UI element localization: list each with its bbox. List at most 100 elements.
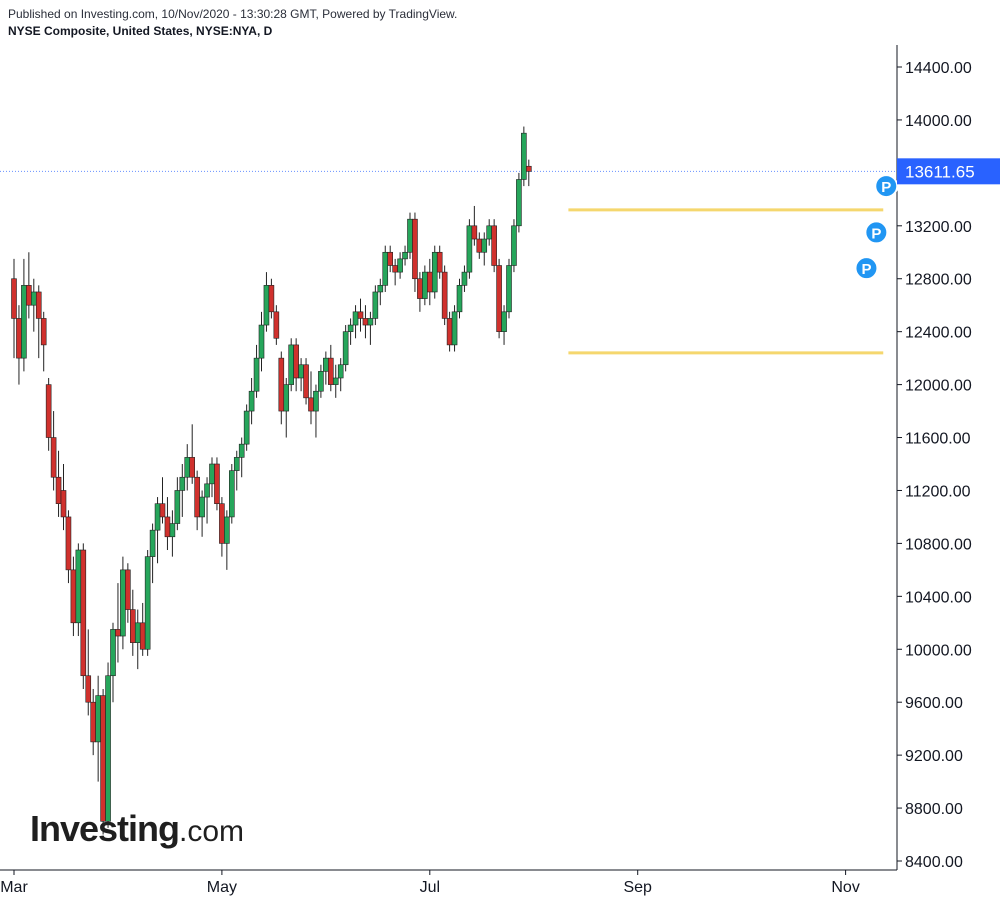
candle-body [382, 251, 389, 286]
candle-body [323, 357, 329, 372]
candle-body [130, 609, 136, 643]
x-tick-label: May [207, 879, 237, 896]
candle-body [407, 218, 413, 253]
candle-body [501, 311, 507, 332]
candle-body [402, 251, 408, 260]
candle-body [75, 549, 82, 624]
candle-body [441, 271, 448, 319]
candle-body [303, 364, 309, 399]
candle-body [412, 218, 418, 280]
x-tick-label: Mar [0, 879, 28, 896]
candle-body [209, 463, 215, 485]
candle-body [352, 311, 359, 326]
candle-body [115, 629, 121, 637]
candle-body [149, 529, 156, 557]
candle-body [110, 629, 116, 677]
candle-body [154, 503, 161, 531]
candle-body [377, 285, 384, 293]
candle-body [199, 496, 205, 518]
candle-body [169, 523, 176, 538]
candle-body [238, 443, 245, 458]
candle-body [40, 318, 47, 346]
candle-body [268, 285, 275, 313]
y-tick-label: 11200.00 [905, 483, 971, 500]
candle-body [397, 258, 403, 273]
candle-body [466, 225, 473, 273]
candle-body [65, 516, 72, 571]
candle-body [70, 569, 77, 624]
symbol-title: NYSE Composite, United States, NYSE:NYA,… [8, 24, 273, 38]
y-tick-label: 12800.00 [905, 272, 972, 289]
pivot-marker [864, 220, 889, 245]
y-tick-label: 9600.00 [905, 695, 963, 712]
candle-body [318, 371, 324, 392]
candle-body [417, 278, 423, 299]
candle-body [50, 437, 57, 478]
candle-body [362, 318, 369, 326]
candle-body [436, 251, 443, 273]
candle-body [288, 344, 295, 385]
candle-body [461, 271, 468, 286]
last-price-badge [897, 158, 1000, 185]
candle-body [174, 490, 181, 524]
candle-body [451, 311, 458, 346]
logo-suffix: .com [179, 815, 245, 848]
candle-body [481, 238, 488, 253]
pivot-label: P [871, 225, 881, 242]
candle-body [258, 324, 265, 359]
x-tick-label: Sep [623, 879, 652, 896]
candle-body [139, 622, 146, 650]
candle-body [229, 470, 235, 518]
logo-text: Investing [30, 808, 180, 849]
candle-body [387, 251, 394, 266]
candle-body [204, 483, 210, 498]
candle-body [367, 318, 374, 326]
candle-body [486, 225, 493, 240]
y-tick-label: 13200.00 [905, 219, 972, 236]
candle-body [125, 569, 131, 610]
candle-body [347, 324, 354, 332]
candle-body [90, 701, 96, 743]
candle-body [26, 285, 32, 306]
candle-body [233, 457, 240, 471]
candle-body [100, 695, 106, 822]
candle-body [476, 238, 483, 253]
candle-body [392, 265, 398, 273]
candle-body [243, 410, 250, 445]
candle-body [16, 318, 22, 359]
candle-body [525, 165, 532, 172]
candle-body [511, 225, 517, 266]
candle-body [308, 397, 314, 412]
candle-body [278, 357, 285, 412]
candle-body [184, 457, 191, 478]
candle-body [45, 384, 52, 438]
publication-info: Published on Investing.com, 10/Nov/2020 … [8, 7, 458, 21]
y-tick-label: 12000.00 [905, 378, 972, 395]
candle-body [521, 132, 527, 180]
candle-body [164, 516, 171, 538]
y-tick-label: 10800.00 [905, 536, 972, 553]
candle-body [332, 377, 339, 385]
investing-logo: Investing.com [30, 808, 244, 850]
candle-body [357, 311, 364, 319]
y-tick-label: 8400.00 [905, 854, 963, 871]
candle-body [273, 311, 280, 339]
candle-body [342, 331, 349, 366]
candle-body [224, 516, 230, 544]
candle-body [426, 271, 433, 293]
candle-body [337, 364, 344, 379]
candle-body [471, 225, 478, 240]
y-tick-label: 8800.00 [905, 801, 963, 818]
candle-body [179, 476, 186, 491]
last-price-label: 13611.65 [905, 162, 975, 181]
y-tick-label: 10000.00 [905, 642, 972, 659]
pivot-label: P [881, 179, 891, 196]
candle-body [431, 251, 438, 293]
candle-body [327, 357, 334, 385]
y-tick-label: 14000.00 [905, 113, 972, 130]
candle-body [496, 265, 502, 332]
candle-body [214, 463, 220, 505]
candle-body [298, 364, 304, 379]
candle-body [194, 476, 200, 518]
